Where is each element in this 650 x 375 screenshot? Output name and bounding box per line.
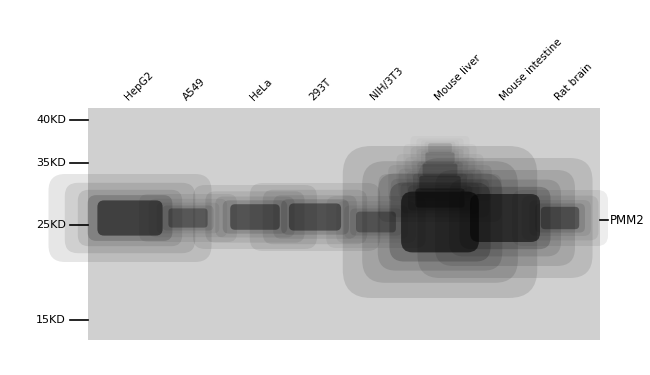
FancyBboxPatch shape [205,191,305,243]
FancyBboxPatch shape [400,183,479,213]
FancyBboxPatch shape [529,200,591,236]
FancyBboxPatch shape [149,199,227,237]
Text: 293T: 293T [308,76,333,102]
FancyBboxPatch shape [417,162,463,178]
FancyBboxPatch shape [281,200,349,235]
FancyBboxPatch shape [378,173,502,271]
Text: Rat brain: Rat brain [553,61,593,102]
Text: HeLa: HeLa [248,76,274,102]
Text: 25KD: 25KD [36,220,66,230]
FancyBboxPatch shape [408,186,472,210]
Text: 35KD: 35KD [36,158,66,168]
FancyBboxPatch shape [413,174,467,192]
FancyBboxPatch shape [417,158,593,278]
Text: NIH/3T3: NIH/3T3 [369,66,406,102]
FancyBboxPatch shape [350,209,402,236]
FancyBboxPatch shape [512,190,608,246]
FancyBboxPatch shape [389,183,491,261]
FancyBboxPatch shape [49,174,211,262]
FancyBboxPatch shape [356,211,396,232]
FancyBboxPatch shape [344,206,408,238]
Text: A549: A549 [181,76,207,102]
FancyBboxPatch shape [263,190,367,244]
Text: HepG2: HepG2 [123,70,155,102]
FancyBboxPatch shape [407,171,473,195]
FancyBboxPatch shape [157,202,219,233]
FancyBboxPatch shape [168,209,207,228]
FancyBboxPatch shape [449,180,561,256]
FancyBboxPatch shape [521,196,599,240]
Text: 15KD: 15KD [36,315,66,325]
FancyBboxPatch shape [425,152,454,164]
Text: Mouse intestine: Mouse intestine [498,36,564,102]
FancyBboxPatch shape [421,151,459,165]
FancyBboxPatch shape [343,146,538,298]
FancyBboxPatch shape [378,174,502,222]
FancyBboxPatch shape [289,203,341,231]
FancyBboxPatch shape [419,176,461,190]
FancyBboxPatch shape [250,183,380,251]
FancyBboxPatch shape [78,190,182,246]
FancyBboxPatch shape [193,185,317,249]
Text: PMM2: PMM2 [610,213,645,226]
FancyBboxPatch shape [65,183,195,253]
FancyBboxPatch shape [88,195,172,241]
FancyBboxPatch shape [398,169,482,197]
FancyBboxPatch shape [139,194,237,242]
FancyBboxPatch shape [326,196,426,248]
FancyBboxPatch shape [230,204,280,230]
Text: Mouse liver: Mouse liver [433,53,482,102]
FancyBboxPatch shape [470,194,540,242]
FancyBboxPatch shape [541,207,579,229]
FancyBboxPatch shape [535,204,585,232]
FancyBboxPatch shape [391,179,489,217]
FancyBboxPatch shape [401,192,479,252]
FancyBboxPatch shape [415,188,465,208]
FancyBboxPatch shape [422,164,458,176]
Text: 40KD: 40KD [36,115,66,125]
FancyBboxPatch shape [223,200,287,234]
FancyBboxPatch shape [435,170,575,266]
FancyBboxPatch shape [162,206,213,231]
FancyBboxPatch shape [215,196,294,237]
FancyBboxPatch shape [336,201,416,243]
Bar [88,108,600,340]
FancyBboxPatch shape [362,161,518,283]
FancyBboxPatch shape [460,187,551,249]
FancyBboxPatch shape [388,165,492,201]
FancyBboxPatch shape [98,200,162,236]
FancyBboxPatch shape [428,143,452,153]
FancyBboxPatch shape [273,195,357,239]
